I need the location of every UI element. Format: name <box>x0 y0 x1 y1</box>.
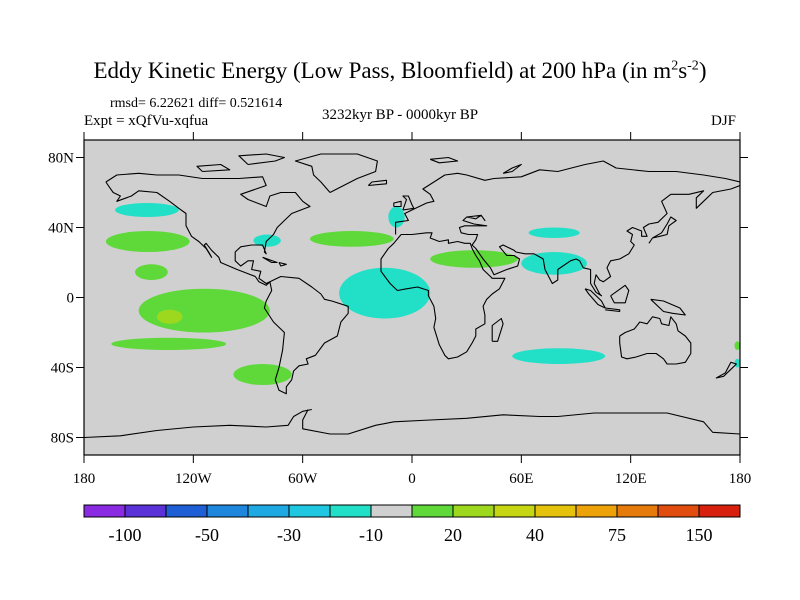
colorbar-swatch <box>411 504 454 518</box>
coastline <box>402 195 415 211</box>
coastlines <box>84 153 740 439</box>
coastline <box>605 307 621 313</box>
contour-region <box>111 337 227 350</box>
coastline <box>430 156 459 164</box>
colorbar-swatch <box>534 504 577 518</box>
title-unit-close: ) <box>698 58 707 83</box>
y-axis: 80N 40N 0 40S 80S <box>48 151 748 447</box>
colorbar-swatch <box>370 504 413 518</box>
colorbar-label: 75 <box>608 525 626 545</box>
coastline <box>105 172 311 286</box>
coastline <box>263 275 349 395</box>
contour-region <box>135 264 168 280</box>
chart-title: Eddy Kinetic Energy (Low Pass, Bloomfiel… <box>0 58 800 84</box>
x-tick-label: 60W <box>288 471 318 487</box>
contour-region <box>512 348 606 364</box>
colorbar-swatch <box>165 504 208 518</box>
contour-region <box>528 227 580 238</box>
coastline <box>238 153 285 166</box>
colorbar: -100 -50 -30 -10 20 40 75 150 <box>83 504 741 545</box>
title-unit-exp1: 2 <box>671 58 679 74</box>
colorbar-swatch <box>698 504 741 518</box>
coastline <box>491 317 504 342</box>
y-tick-label: 80S <box>51 431 74 447</box>
contour-region <box>339 267 431 319</box>
contour-region <box>734 358 740 368</box>
coastline <box>715 361 737 379</box>
y-tick-label: 0 <box>67 291 75 307</box>
contour-region <box>309 231 394 247</box>
x-axis: 180 120W 60W 0 60E 120E 180 <box>73 132 752 487</box>
contour-region <box>734 341 740 350</box>
x-tick-label: 120W <box>175 471 213 487</box>
contour-region <box>138 288 270 333</box>
coastline <box>278 261 287 267</box>
contour-region <box>521 252 587 275</box>
colorbar-swatch <box>288 504 331 518</box>
contour-region <box>114 203 179 217</box>
contour-region <box>430 250 518 268</box>
x-tick-label: 60E <box>509 471 533 487</box>
colorbar-swatch <box>83 504 126 518</box>
colorbar-label: -30 <box>277 525 301 545</box>
colorbar-label: -100 <box>109 525 142 545</box>
period-label: 3232kyr BP - 0000kyr BP <box>321 107 479 123</box>
title-unit-exp2: -2 <box>687 58 699 74</box>
coastline <box>610 284 630 304</box>
x-tick-label: 180 <box>729 471 752 487</box>
title-main: Eddy Kinetic Energy (Low Pass, Bloomfiel… <box>93 58 672 83</box>
contour-regions <box>105 203 740 385</box>
y-tick-label: 40N <box>48 221 74 237</box>
colorbar-label: -10 <box>359 525 383 545</box>
colorbar-swatch <box>493 504 536 518</box>
coastline <box>262 256 278 264</box>
coastline <box>367 179 388 187</box>
contour-region <box>105 231 190 252</box>
coastline <box>502 163 522 174</box>
coastline <box>648 216 677 244</box>
colorbar-swatch <box>247 504 290 518</box>
colorbar-swatch <box>575 504 618 518</box>
coastline <box>393 200 402 208</box>
coastline <box>458 184 740 297</box>
x-tick-label: 180 <box>73 471 96 487</box>
contour-region <box>388 206 405 228</box>
y-tick-label: 80N <box>48 151 74 167</box>
colorbar-label: 40 <box>526 525 544 545</box>
contour-region <box>156 309 183 324</box>
coastline <box>380 232 506 360</box>
coastline <box>84 408 312 439</box>
coastline <box>619 316 692 365</box>
colorbar-swatch <box>452 504 495 518</box>
colorbar-swatch <box>616 504 659 518</box>
contour-region <box>233 364 292 385</box>
experiment-label: Expt = xQfVu-xqfua <box>84 113 209 129</box>
season-label: DJF <box>711 113 737 129</box>
title-unit-mid: s <box>678 58 688 83</box>
x-tick-label: 0 <box>408 471 416 487</box>
colorbar-label: 150 <box>686 525 713 545</box>
x-tick-label: 120E <box>615 471 647 487</box>
coastline <box>302 409 740 435</box>
colorbar-label: -50 <box>195 525 219 545</box>
colorbar-swatch <box>206 504 249 518</box>
colorbar-swatch <box>329 504 372 518</box>
coastline <box>650 298 686 316</box>
coastline <box>395 160 740 235</box>
y-tick-label: 40S <box>51 361 74 377</box>
stats-label: rmsd= 6.22621 diff= 0.521614 <box>110 96 283 111</box>
colorbar-swatch <box>657 504 700 518</box>
coastline <box>294 153 378 193</box>
coastline <box>196 163 231 173</box>
colorbar-label: 20 <box>444 525 462 545</box>
colorbar-swatch <box>124 504 167 518</box>
